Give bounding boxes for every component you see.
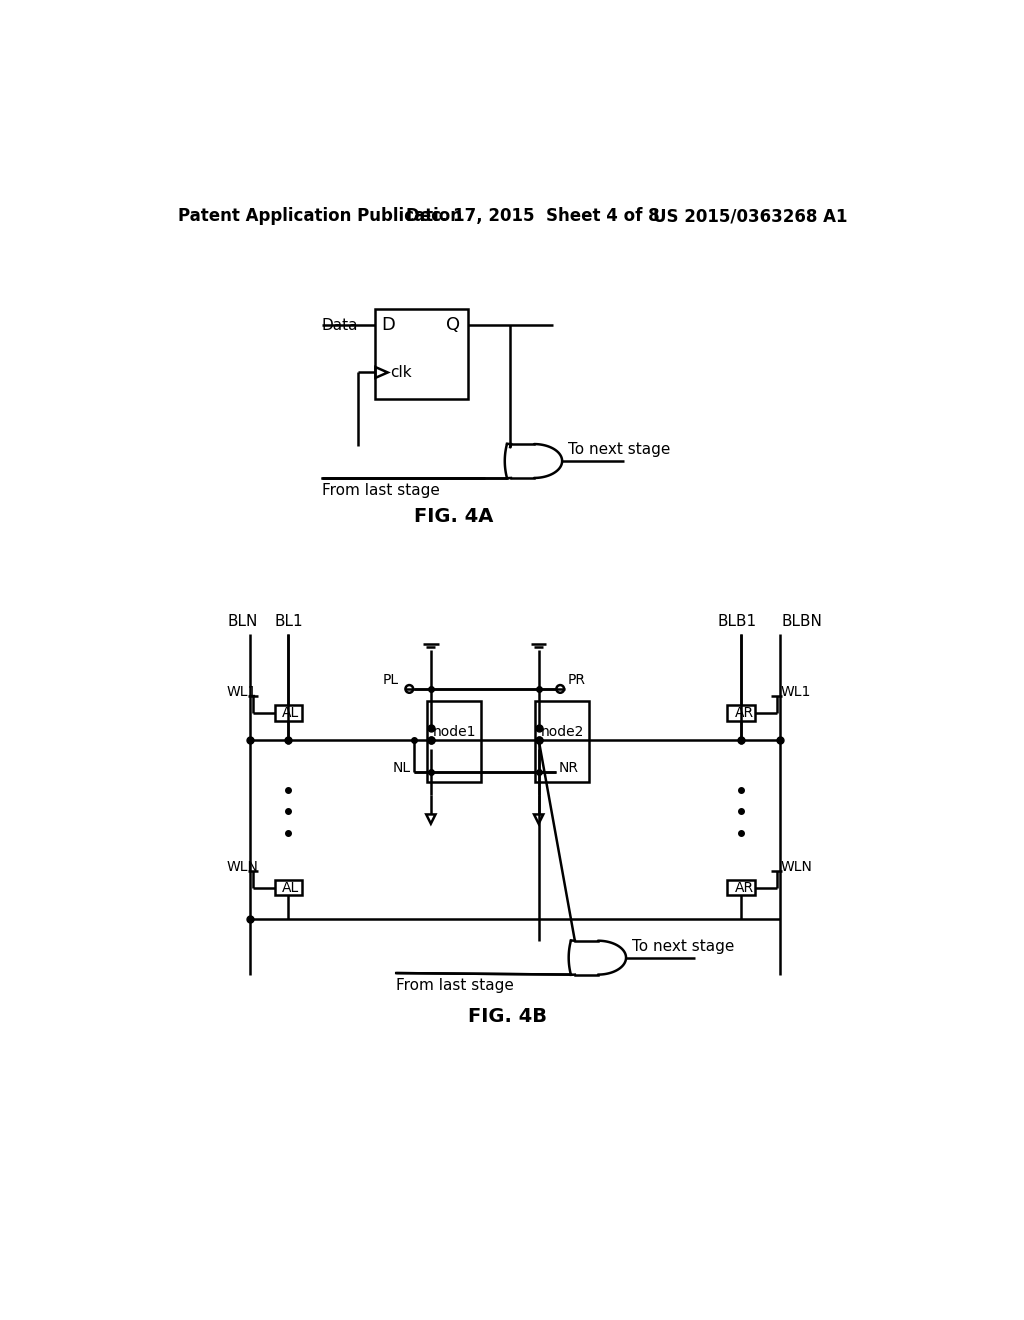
Text: Dec. 17, 2015  Sheet 4 of 8: Dec. 17, 2015 Sheet 4 of 8 bbox=[407, 207, 659, 226]
Text: BLN: BLN bbox=[227, 614, 257, 628]
Bar bbox=[727, 705, 755, 721]
Bar bbox=[376, 309, 468, 400]
Bar bbox=[535, 701, 589, 781]
Text: To next stage: To next stage bbox=[567, 442, 670, 457]
Bar bbox=[274, 880, 302, 895]
Text: NR: NR bbox=[559, 762, 579, 775]
Text: node1: node1 bbox=[433, 725, 476, 739]
Text: BLBN: BLBN bbox=[781, 614, 822, 628]
Text: AL: AL bbox=[283, 880, 299, 895]
Text: BL1: BL1 bbox=[274, 614, 303, 628]
Text: US 2015/0363268 A1: US 2015/0363268 A1 bbox=[652, 207, 847, 226]
Text: From last stage: From last stage bbox=[322, 483, 439, 498]
Text: AR: AR bbox=[735, 880, 754, 895]
Text: AR: AR bbox=[735, 706, 754, 719]
Text: From last stage: From last stage bbox=[396, 978, 514, 993]
Text: clk: clk bbox=[390, 364, 412, 380]
Bar bbox=[274, 705, 302, 721]
Text: Data: Data bbox=[322, 318, 358, 333]
Text: Q: Q bbox=[446, 317, 461, 334]
Text: BLB1: BLB1 bbox=[718, 614, 757, 628]
Text: WL1: WL1 bbox=[226, 685, 256, 700]
Bar bbox=[427, 701, 481, 781]
Text: AL: AL bbox=[283, 706, 299, 719]
Text: To next stage: To next stage bbox=[632, 940, 734, 954]
Bar bbox=[727, 880, 755, 895]
Text: Patent Application Publication: Patent Application Publication bbox=[178, 207, 462, 226]
Text: NL: NL bbox=[392, 762, 411, 775]
Text: PR: PR bbox=[567, 673, 585, 686]
Text: WL1: WL1 bbox=[780, 685, 811, 700]
Text: WLN: WLN bbox=[780, 859, 812, 874]
Text: FIG. 4B: FIG. 4B bbox=[468, 1007, 548, 1027]
Text: PL: PL bbox=[383, 673, 399, 686]
Text: D: D bbox=[381, 317, 394, 334]
Text: WLN: WLN bbox=[226, 859, 258, 874]
Text: node2: node2 bbox=[541, 725, 585, 739]
Text: FIG. 4A: FIG. 4A bbox=[415, 507, 494, 525]
